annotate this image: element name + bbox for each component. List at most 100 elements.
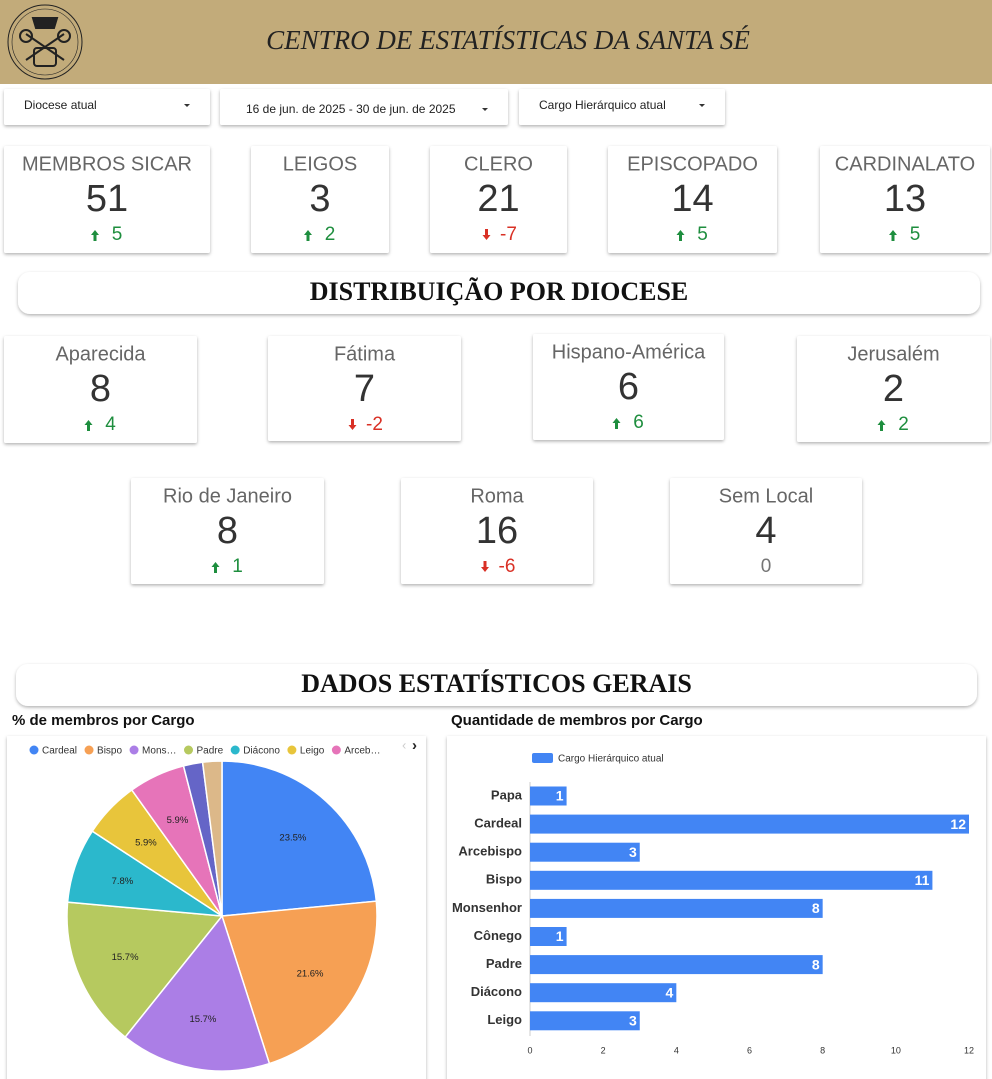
card-label: LEIGOS xyxy=(283,153,357,175)
card-value: 51 xyxy=(86,178,128,220)
delta-arrow xyxy=(211,562,220,573)
section-title: DISTRIBUIÇÃO POR DIOCESE xyxy=(310,277,689,306)
card-value: 3 xyxy=(309,178,330,220)
y-tick-label: Cardeal xyxy=(474,816,522,831)
bar-label: 1 xyxy=(556,788,564,804)
y-tick-label: Padre xyxy=(486,956,522,971)
card-value: 6 xyxy=(618,366,639,408)
legend-label: Bispo xyxy=(97,746,122,757)
delta-arrow xyxy=(482,229,491,240)
filter-label: 16 de jun. de 2025 - 30 de jun. de 2025 xyxy=(246,102,456,116)
card-value: 8 xyxy=(90,368,111,410)
legend-next[interactable]: › xyxy=(412,737,417,754)
bar xyxy=(530,898,823,918)
slice-label: 7.8% xyxy=(112,876,134,887)
legend-prev[interactable]: ‹ xyxy=(402,737,406,752)
card-label: EPISCOPADO xyxy=(627,153,758,175)
header-bar xyxy=(0,0,992,84)
card-delta: 5 xyxy=(910,224,921,245)
card-label: Rio de Janeiro xyxy=(163,485,292,507)
card-label: CARDINALATO xyxy=(835,153,975,175)
legend-label: Padre xyxy=(197,746,224,757)
slice-label: 15.7% xyxy=(112,952,139,963)
filter-dropdown[interactable] xyxy=(4,89,210,125)
filter-label: Diocese atual xyxy=(24,98,97,112)
card-value: 13 xyxy=(884,178,926,220)
bar xyxy=(530,927,567,946)
legend-label: Cargo Hierárquico atual xyxy=(558,754,664,765)
bar xyxy=(530,870,933,890)
delta-arrow xyxy=(304,230,312,241)
header-title: CENTRO DE ESTATÍSTICAS DA SANTA SÉ xyxy=(266,25,750,55)
legend-swatch xyxy=(287,745,297,755)
card-value: 7 xyxy=(354,368,375,410)
slice-label: 23.5% xyxy=(279,833,306,844)
card-label: MEMBROS SICAR xyxy=(22,153,192,175)
bar-label: 12 xyxy=(950,816,966,832)
y-tick-label: Arcebispo xyxy=(458,844,522,859)
y-tick-label: Monsenhor xyxy=(452,900,522,915)
chart-title: Quantidade de membros por Cargo xyxy=(451,712,703,729)
stat-card xyxy=(4,336,197,443)
card-delta: 0 xyxy=(761,556,772,577)
bar xyxy=(530,955,823,975)
stat-card xyxy=(4,146,210,253)
legend-swatch xyxy=(230,745,240,755)
bar-label: 3 xyxy=(629,1013,637,1029)
stat-card xyxy=(797,336,990,442)
stat-card xyxy=(251,146,389,253)
stat-card xyxy=(608,146,777,253)
bar xyxy=(530,1011,640,1031)
delta-arrow xyxy=(676,230,685,241)
x-tick-label: 4 xyxy=(674,1045,679,1055)
filter-dropdown[interactable] xyxy=(519,89,725,125)
stat-card xyxy=(401,478,593,584)
slice-label: 5.9% xyxy=(167,815,189,826)
pie-slice xyxy=(66,901,224,1039)
x-tick-label: 2 xyxy=(601,1045,606,1055)
filter-dropdown[interactable] xyxy=(220,89,508,125)
dropdown-arrow xyxy=(699,104,705,107)
delta-arrow xyxy=(877,420,886,431)
card-delta: 5 xyxy=(112,224,123,245)
card-delta: -2 xyxy=(366,414,383,435)
card-label: Roma xyxy=(470,485,524,507)
slice-label: 21.6% xyxy=(297,968,324,979)
stat-card xyxy=(131,478,324,584)
x-tick-label: 10 xyxy=(891,1045,901,1055)
legend-label: Arceb… xyxy=(344,746,380,757)
delta-arrow xyxy=(348,419,357,430)
section-banner xyxy=(16,664,977,706)
legend-label: Mons… xyxy=(142,746,176,757)
logo xyxy=(7,4,83,80)
x-tick-label: 6 xyxy=(747,1045,752,1055)
section-title: DADOS ESTATÍSTICOS GERAIS xyxy=(301,669,692,698)
card-value: 8 xyxy=(217,510,238,552)
stat-card xyxy=(533,334,724,440)
x-tick-label: 0 xyxy=(527,1045,532,1055)
stat-card xyxy=(670,478,862,584)
legend-swatch xyxy=(84,745,94,755)
chart-title: % de membros por Cargo xyxy=(12,712,195,729)
section-banner xyxy=(18,272,980,314)
y-tick-label: Diácono xyxy=(471,984,522,999)
bar-label: 11 xyxy=(915,872,930,888)
card-label: Fátima xyxy=(334,343,396,365)
legend-swatch xyxy=(331,745,341,755)
legend-label: Leigo xyxy=(300,746,325,757)
slice-label: 5.9% xyxy=(135,838,157,849)
y-tick-label: Cônego xyxy=(474,928,522,943)
card-delta: 5 xyxy=(697,224,708,245)
slice-label: 15.7% xyxy=(189,1014,216,1025)
bar-label: 4 xyxy=(666,984,674,1000)
legend-swatch xyxy=(532,753,553,763)
stat-card xyxy=(268,336,461,441)
delta-arrow xyxy=(889,230,897,241)
y-tick-label: Papa xyxy=(491,787,523,802)
card-delta: 4 xyxy=(105,414,116,435)
card-value: 14 xyxy=(671,178,713,220)
card-value: 4 xyxy=(755,510,776,552)
stat-card xyxy=(820,146,990,253)
card-label: Sem Local xyxy=(719,485,814,507)
